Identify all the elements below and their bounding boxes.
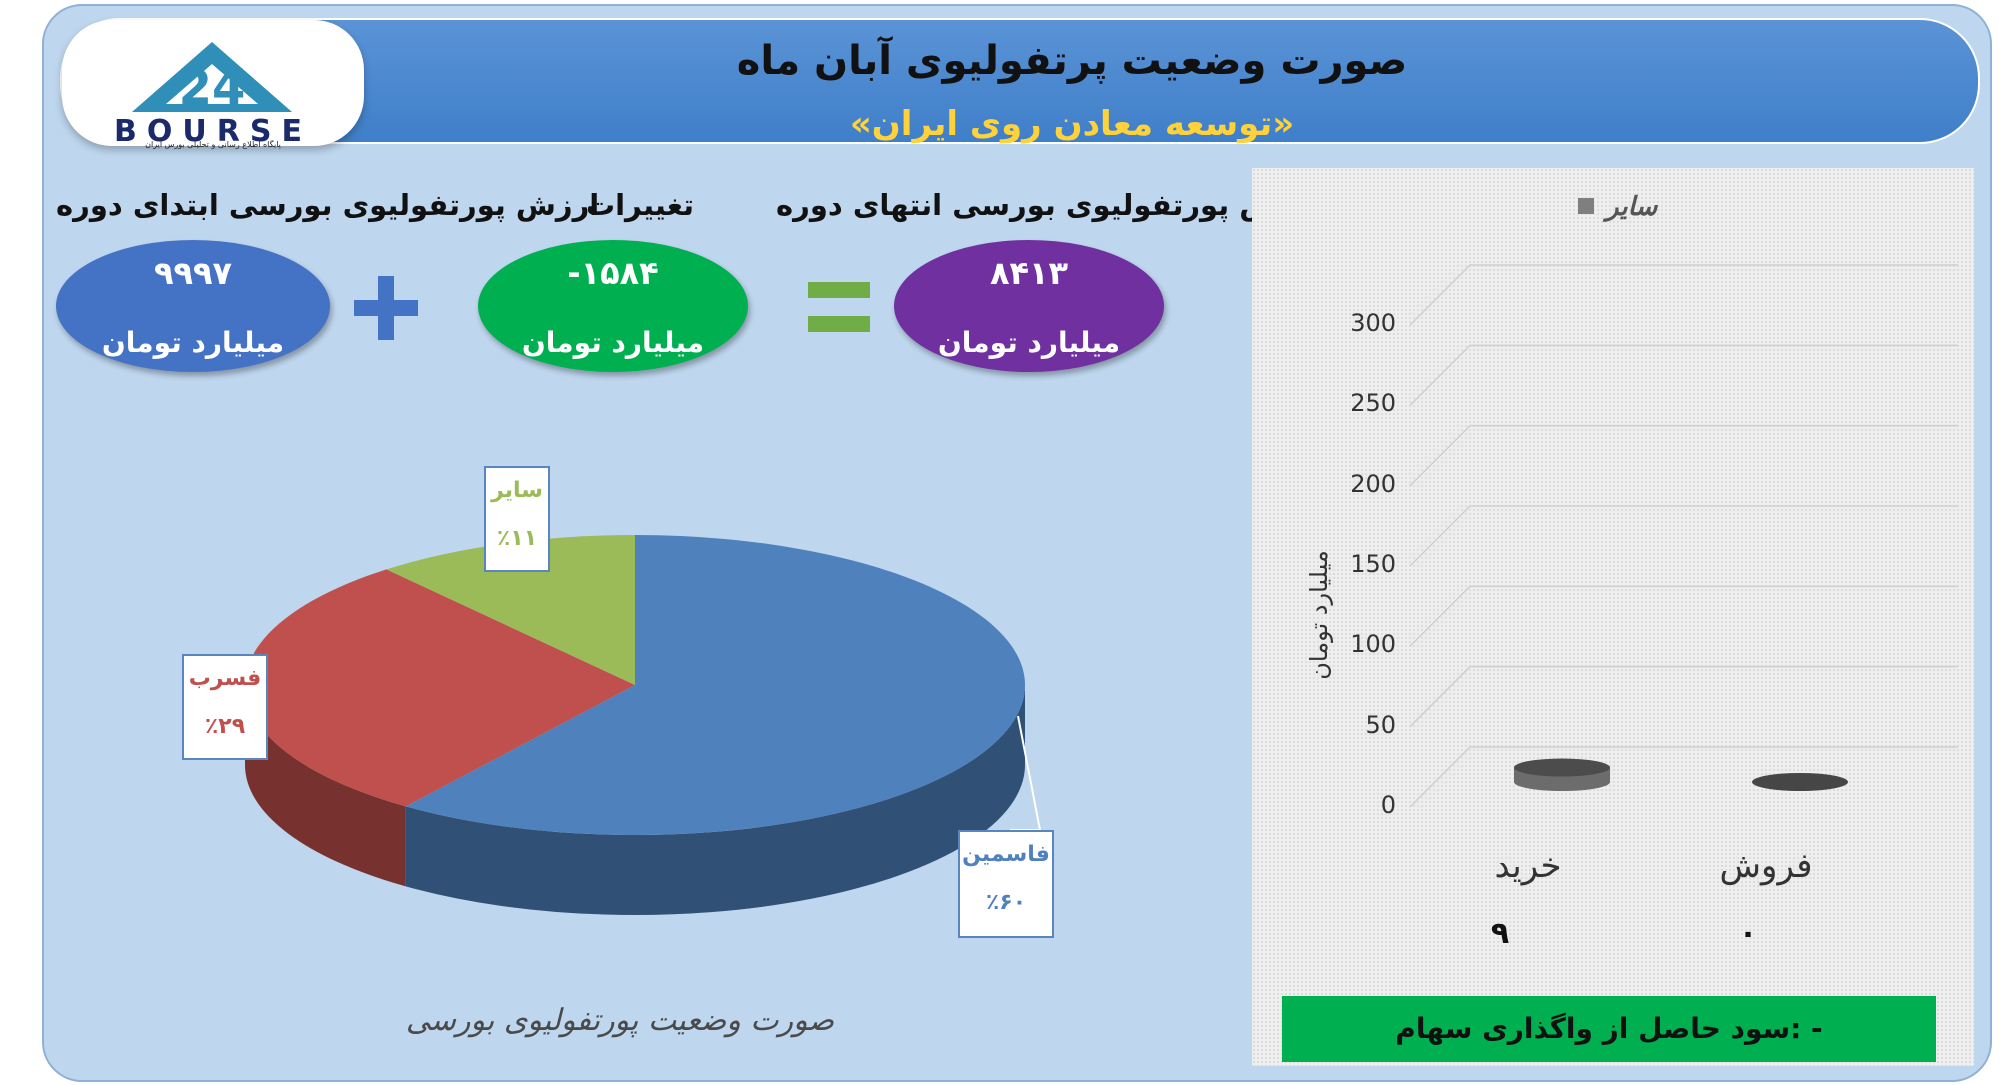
end-value-label: ارزش پورتفولیوی بورسی انتهای دوره bbox=[776, 188, 1323, 222]
y-tick-label: 50 bbox=[1365, 710, 1396, 739]
y-tick-label: 200 bbox=[1350, 469, 1396, 498]
logo-text: BOURSE bbox=[114, 114, 312, 149]
slice-label-fasmin: فاسمین bbox=[962, 842, 1050, 867]
slice-percent-fasrob: ٪۲۹ bbox=[204, 714, 246, 739]
start-unit: میلیارد تومان bbox=[101, 326, 285, 359]
legend-label: سایر bbox=[1606, 192, 1658, 222]
slice-percent-fasmin: ٪۶۰ bbox=[985, 890, 1027, 915]
trade-bar-chart-panel bbox=[1252, 168, 1974, 1066]
change-unit: میلیارد تومان bbox=[521, 326, 705, 359]
end-value: ۸۴۱۳ bbox=[989, 254, 1069, 292]
logo-mark-icon: 24 bbox=[132, 42, 292, 116]
end-value-oval: ۸۴۱۳ میلیارد تومان bbox=[894, 240, 1164, 372]
gridline-0 bbox=[1409, 746, 1958, 808]
plus-icon bbox=[354, 276, 418, 340]
gridline-200 bbox=[1409, 424, 1958, 487]
gridline-300 bbox=[1409, 264, 1958, 326]
svg-text:24: 24 bbox=[179, 60, 246, 116]
change-value-oval: -۱۵۸۴ میلیارد تومان bbox=[478, 240, 748, 372]
share-sale-profit: سود حاصل از واگذاری سهام: - bbox=[1282, 996, 1936, 1062]
slice-label-other: سایر bbox=[491, 478, 543, 503]
x-category-label: خرید bbox=[1494, 846, 1562, 886]
y-tick-label: 250 bbox=[1350, 389, 1396, 418]
y-tick-label: 300 bbox=[1350, 309, 1396, 337]
bourse24-logo: 24 BOURSE پایگاه اطلاع رسانی و تحلیلی بو… bbox=[62, 20, 364, 149]
report-title: صورت وضعیت پرتفولیوی آبان ماه bbox=[736, 38, 1408, 84]
end-unit: میلیارد تومان bbox=[937, 326, 1121, 359]
y-tick-label: 0 bbox=[1380, 791, 1396, 819]
pie-slice-2 bbox=[386, 535, 635, 685]
bar-value-label: ۹ bbox=[1490, 916, 1510, 951]
title-banner: صورت وضعیت پرتفولیوی آبان ماه «توسعه معا… bbox=[60, 18, 1980, 144]
legend-swatch bbox=[1578, 198, 1594, 214]
pie-slice-side-1 bbox=[245, 685, 406, 887]
pie-slice-side-0 bbox=[405, 685, 1025, 916]
x-category-label: فروش bbox=[1719, 846, 1813, 886]
slice-percent-other: ٪۱۱ bbox=[496, 526, 538, 551]
bar-0 bbox=[1514, 758, 1610, 791]
bar-1 bbox=[1752, 773, 1848, 791]
pie-slice-1 bbox=[244, 569, 635, 807]
bar-value-label: ۰ bbox=[1738, 916, 1758, 951]
y-tick-label: 150 bbox=[1350, 550, 1396, 578]
y-tick-label: 100 bbox=[1350, 630, 1396, 659]
slice-label-fasrob: فسرب bbox=[188, 666, 262, 691]
callout-fasmin: فاسمین ٪۶۰ bbox=[958, 830, 1054, 938]
company-name: «توسعه معادن روی ایران» bbox=[849, 104, 1295, 144]
gridline-250 bbox=[1409, 344, 1958, 406]
logo-tagline: پایگاه اطلاع رسانی و تحلیلی بورس ایران bbox=[145, 140, 281, 149]
start-value: ۹۹۹۷ bbox=[153, 254, 233, 292]
change-label: تغییرات bbox=[585, 188, 695, 222]
equals-icon bbox=[808, 282, 870, 332]
change-value: -۱۵۸۴ bbox=[567, 254, 659, 292]
start-value-label: ارزش پورتفولیوی بورسی ابتدای دوره bbox=[56, 188, 600, 222]
callout-fasrob: فسرب ٪۲۹ bbox=[182, 654, 268, 760]
gridline-150 bbox=[1409, 505, 1958, 567]
portfolio-pie-chart bbox=[244, 535, 1042, 916]
gridline-100 bbox=[1409, 585, 1958, 647]
callout-other: سایر ٪۱۱ bbox=[484, 466, 550, 572]
gridline-50 bbox=[1409, 665, 1958, 728]
pie-chart-title: صورت وضعیت پورتفولیوی بورسی bbox=[405, 1003, 835, 1038]
start-value-oval: ۹۹۹۷ میلیارد تومان bbox=[56, 240, 330, 372]
pie-slice-0 bbox=[405, 535, 1025, 835]
